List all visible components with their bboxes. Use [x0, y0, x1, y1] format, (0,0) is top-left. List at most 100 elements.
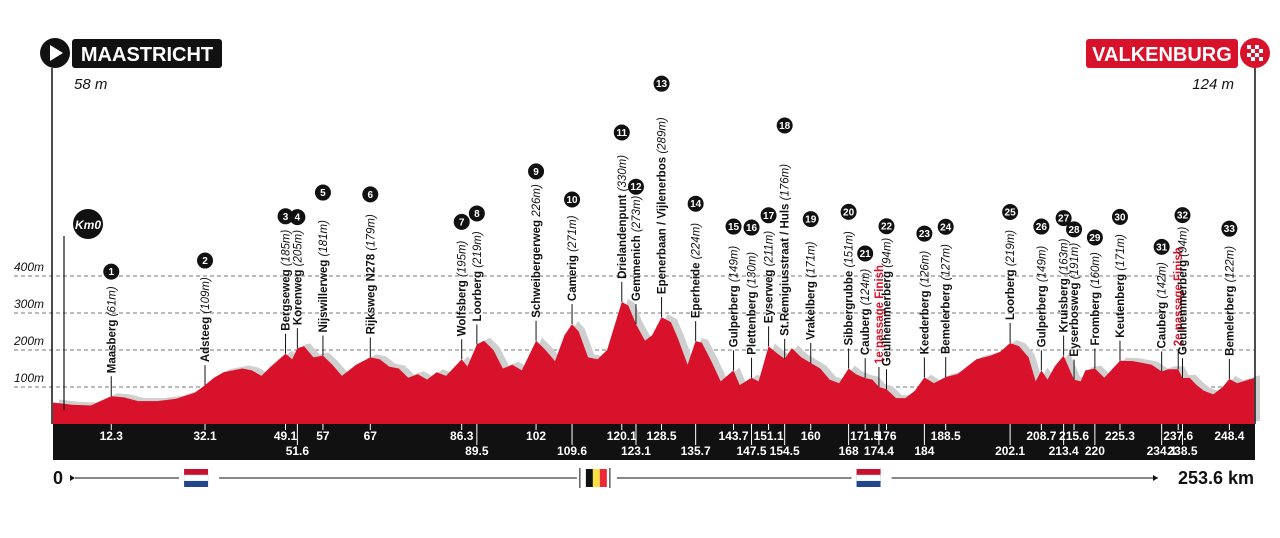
checker-square: [1259, 53, 1263, 57]
climb-number: 31: [1156, 242, 1168, 253]
climb-name-text: Drielandenpunt: [617, 194, 629, 279]
climb-name: Loorberg (219m): [472, 231, 484, 321]
climb-labels: Maasberg (61m) 1 Adsteeg (109m) 2 Bergseweg …: [103, 75, 1238, 397]
climb-number-badge: [687, 195, 704, 212]
climb-name: Vrakelberg (171m): [806, 241, 818, 340]
y-tick-label: 300m: [14, 297, 44, 311]
checker-square: [1255, 53, 1259, 57]
start-name: MAASTRICHT: [81, 44, 213, 66]
climb-name: 1e passage Finish: [874, 265, 886, 364]
climb-number-badge: [197, 252, 214, 269]
climb-number: 28: [1068, 225, 1080, 236]
climb-number-badge: [1111, 208, 1128, 225]
scale-arrow-icon: [70, 475, 75, 481]
climb-name-text: Korenweg: [292, 270, 304, 326]
climb-number: 21: [860, 249, 872, 260]
climb-elevation: (171m): [1115, 234, 1127, 274]
checker-square: [1251, 53, 1255, 57]
climb-number: 13: [656, 79, 668, 90]
climb-name: Cauberg (124m): [860, 269, 872, 355]
climb-number-badge: [362, 186, 379, 203]
climb-elevation: 226m): [531, 184, 543, 220]
km0-label: Km0: [75, 218, 101, 232]
climb-number: 25: [1005, 207, 1017, 218]
climb-name-text: Epenerbaan / Vijlenerbos: [657, 157, 669, 294]
climb-name-text: Vrakelberg: [806, 281, 818, 340]
climb-number-badge: [613, 124, 630, 141]
climb-name-text: Camerig: [567, 255, 579, 301]
elevation-profile: [53, 298, 1260, 424]
climb-name-text: Maasberg: [106, 320, 118, 374]
distance-scale: 0 253.6 km: [53, 467, 1254, 489]
checker-square: [1251, 45, 1255, 49]
climb-km: 168: [839, 444, 859, 458]
climb-km: 123.1: [621, 444, 651, 458]
climb-name-text: Eperheide: [691, 263, 703, 319]
climb-km: 171.5: [850, 429, 880, 443]
flag-nl-icon: [856, 474, 881, 482]
climb-name: Cauberg (142m): [1157, 262, 1169, 348]
climb-elevation: (149m): [1036, 246, 1048, 286]
climb-elevation: (151m): [844, 231, 856, 271]
climb-name-text: Keutenberg: [1115, 274, 1127, 338]
climb-name: Sibbergrubbe (151m): [844, 231, 856, 346]
finish-name-box: [1086, 39, 1238, 68]
checker-square: [1255, 57, 1259, 61]
climb-name-text: Geulhemmerberg: [882, 271, 894, 366]
climb-km: 135.7: [681, 444, 711, 458]
climb-number-badge: [564, 191, 581, 208]
climb-km: 49.1: [274, 429, 298, 443]
climb-number-badge: [776, 117, 793, 134]
climb-name: Keutenberg (171m): [1115, 234, 1127, 338]
climb-number-badge: [289, 209, 306, 226]
climb-number-badge: [916, 225, 933, 242]
climb-km: 86.3: [450, 429, 474, 443]
climb-name-text: Kruisberg: [1059, 278, 1071, 332]
climb-elevation: (271m): [567, 215, 579, 255]
climb-number: 30: [1114, 212, 1126, 223]
climb-number: 29: [1089, 233, 1101, 244]
climb-elevation: (273m): [631, 195, 643, 235]
flag-nl-icon: [856, 469, 881, 475]
climb-km: 67: [364, 429, 378, 443]
climb-name-text: Wolfsberg: [457, 280, 469, 336]
climb-elevation: (205m): [292, 230, 304, 270]
checkered-flag-icon: [1247, 45, 1263, 61]
climb-elevation: (219m): [472, 231, 484, 271]
climb-km: 238.5: [1167, 444, 1197, 458]
climb-number: 10: [566, 195, 578, 206]
climb-km: 234.1: [1147, 444, 1177, 458]
flag-nl-icon: [183, 474, 209, 482]
y-tick-label: 100m: [14, 371, 44, 385]
start-elevation: 58 m: [74, 76, 107, 93]
climb-km: 12.3: [100, 429, 124, 443]
finish-name: VALKENBURG: [1092, 44, 1232, 66]
climb-elevation: (211m): [764, 231, 776, 270]
climb-elevation: (176m): [780, 164, 792, 204]
km0-badge: [73, 209, 103, 239]
climb-name: Bemelerberg (122m): [1224, 246, 1236, 356]
climb-number: 15: [728, 222, 740, 233]
climb-number-badge: [1153, 238, 1170, 255]
climb-km: 248.4: [1214, 429, 1244, 443]
climb-km: 174.4: [864, 444, 894, 458]
climb-km: 237.6: [1163, 429, 1193, 443]
climb-elevation: (160m): [1090, 252, 1102, 292]
climb-name-text: Schweibergerweg: [531, 220, 543, 318]
climb-number-badge: [1033, 218, 1050, 235]
climb-elevation: (219m): [1005, 230, 1017, 270]
climb-name: Drielandenpunt (330m): [617, 155, 629, 279]
climb-name: Maasberg (61m): [106, 286, 118, 373]
climb-elevation: (126m): [919, 251, 931, 291]
climb-number: 16: [746, 223, 758, 234]
climb-name: Fromberg (160m): [1090, 252, 1102, 345]
climb-name: Gemmenich (273m): [631, 195, 643, 301]
climb-number-badge: [760, 207, 777, 224]
climb-km: 120.1: [607, 429, 637, 443]
climb-km: 215.6: [1059, 429, 1089, 443]
climb-elevation: (179m): [365, 214, 377, 254]
climb-km: 151.1: [754, 429, 784, 443]
climb-elevation: (171m): [806, 241, 818, 281]
climb-name-text: Adsteeg: [200, 317, 212, 362]
climb-name-text: Bemelerberg: [941, 284, 953, 354]
